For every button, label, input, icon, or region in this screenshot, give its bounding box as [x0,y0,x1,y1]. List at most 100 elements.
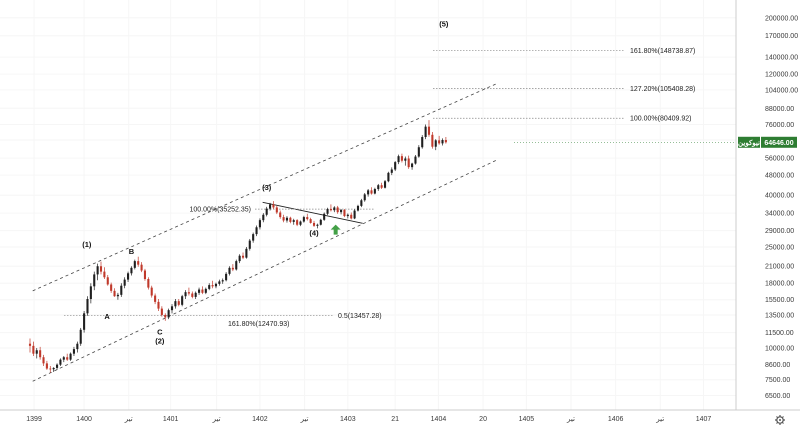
price-tick-label: 140000.00 [765,55,798,62]
candle-body [45,363,48,369]
candle-body [39,350,42,358]
price-tick-label: 7500.00 [765,377,790,384]
candle-body [414,156,417,164]
candle-body [241,255,245,258]
candle-body [248,240,251,249]
price-tick-label: 104000.00 [765,87,798,94]
candle-body [110,284,113,291]
time-tick-label: 1403 [340,416,356,423]
candle-body [32,345,35,354]
price-tag-value: 64646.00 [764,140,793,147]
candle-body [143,270,147,280]
candle-body [411,163,414,168]
price-tick-label: 13500.00 [765,312,794,319]
candle-body [35,350,38,354]
candle-body [279,212,282,218]
candle-body [218,281,221,284]
wave-label: (5) [439,19,449,28]
candle-body [282,217,285,221]
candle-body [93,274,96,287]
time-tick-label: 21 [391,416,399,423]
price-tick-label: 170000.00 [765,33,798,40]
candle-body [319,219,322,225]
fib-level-label: 100.00%(80409.92) [630,116,692,123]
candle-body [170,306,174,311]
candle-body [377,185,380,190]
time-tick-label: 1399 [26,416,42,423]
candle-body [370,190,373,194]
candle-body [265,208,268,215]
candle-body [120,285,123,295]
candle-body [258,220,261,228]
price-tick-label: 18000.00 [765,281,794,288]
candle-body [127,273,130,280]
candle-body [83,313,86,330]
candle-body [285,217,289,221]
candle-body [130,267,133,274]
candle-body [174,301,177,307]
candle-body [336,207,339,213]
wave-label: (3) [262,183,272,192]
candle-body [160,308,163,315]
time-tick-label: تیر [300,416,309,423]
candle-body [69,353,72,360]
candle-body [421,137,424,148]
candle-body [387,172,390,182]
time-tick-label: تیر [212,416,221,423]
grid [0,0,736,410]
candle-body [103,271,106,278]
candle-body [154,295,157,302]
candle-body [333,207,336,211]
fibonacci-levels: 161.80%(148738.87) 127.20%(105408.28) 100.… [64,48,695,328]
wave-label: B [129,247,135,256]
candle-body [417,147,420,157]
wave-label: A [104,312,110,321]
candle-body [137,261,140,265]
price-tick-label: 25000.00 [765,245,794,252]
candle-body [28,343,32,346]
wave-label: C [157,328,163,337]
candle-body [272,204,275,208]
candle-body [373,189,376,194]
candle-body [302,217,305,222]
time-axis[interactable]: 1399 1400 تیر 1401 تیر 1402 تیر 1403 21 1404 20 140… [26,416,711,423]
candle-body [316,224,319,226]
candle-body [198,289,201,293]
candle-body [245,248,248,258]
price-tick-label: 6500.00 [765,393,790,400]
candle-body [292,220,295,222]
candle-body [343,209,346,217]
candle-body [340,209,343,213]
channel-upper-line [32,83,497,292]
candle-body [140,264,143,271]
candle-body [99,266,103,272]
candle-body [177,301,180,305]
candle-body [167,310,170,318]
candle-body [326,208,329,214]
candle-body [383,181,387,188]
candle-body [56,364,59,368]
fib-level-label: 127.20%(105408.28) [630,86,695,93]
candle-body [255,227,258,235]
candle-body [360,200,363,206]
candle-body [323,213,326,220]
candle-body [72,349,76,354]
candle-body [184,292,187,297]
candle-body [52,367,55,370]
price-tick-label: 76000.00 [765,122,794,129]
price-tag-name: نیوکوین [738,139,760,147]
time-tick-label: 20 [479,416,487,423]
price-axis[interactable]: 6500.00 7500.00 8600.00 10000.00 11500.00 135… [765,15,798,400]
fib-level-label: 100.00%(35252.35) [190,207,252,214]
candle-body [231,267,234,270]
candle-body [431,134,434,147]
candle-body [356,205,360,211]
settings-gear-icon[interactable] [775,415,785,425]
candle-body [201,289,204,293]
price-tick-label: 200000.00 [765,15,798,22]
candle-body [238,255,241,262]
wave-labels: (1) B A C(2) (3) (4) (5) [82,19,449,345]
candle-body [299,221,302,225]
time-tick-label: 1404 [431,416,447,423]
